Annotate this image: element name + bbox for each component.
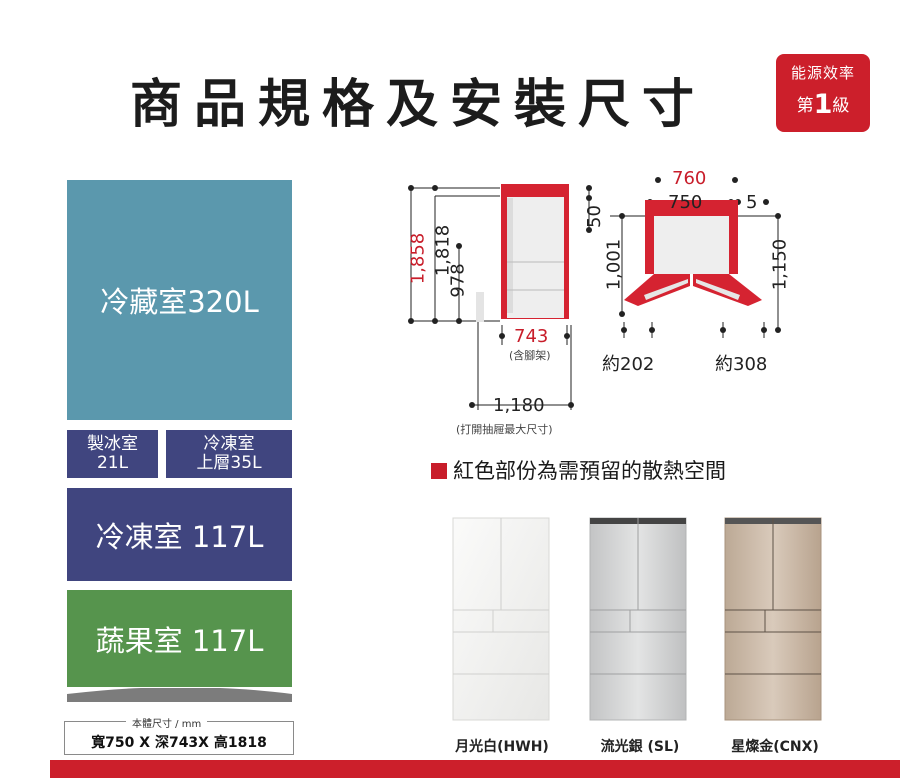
product-label-silver: 流光銀 (SL): [600, 739, 680, 755]
fridge-compartment: 冷藏室320L: [67, 180, 292, 420]
page-title: 商品規格及安裝尺寸: [130, 75, 707, 135]
heat-space-note: 紅色部份為需預留的散熱空間: [431, 455, 726, 485]
body-size-label: 本體尺寸 / mm: [126, 715, 208, 730]
freezer-compartment: 冷凍室 117L: [67, 488, 292, 581]
side-depth-note: (含腳架): [509, 349, 551, 362]
side-open-depth: 1,180: [493, 395, 545, 416]
product-label-white: 月光白(HWH): [455, 739, 549, 755]
vegetable-compartment: 蔬果室 117L: [67, 590, 292, 687]
red-square-icon: [431, 463, 447, 479]
side-height-door: 978: [447, 263, 469, 298]
energy-badge-grade: 第1級: [796, 89, 850, 120]
product-silver-fridge: [589, 517, 687, 721]
ice-compartment: 製冰室 21L: [67, 430, 158, 478]
top-right-door: 約308: [715, 354, 768, 375]
top-side-gap: 5: [746, 192, 758, 213]
top-width-total: 760: [672, 168, 707, 189]
top-depth-open: 1,150: [769, 238, 791, 291]
top-view-fridge: [624, 200, 762, 306]
product-white-fridge: [452, 517, 550, 721]
footer-bar: [50, 760, 900, 778]
product-gold-fridge: [724, 517, 822, 721]
body-size-value: 寬750 X 深743X 高1818: [91, 735, 267, 751]
side-depth: 743: [514, 326, 549, 347]
upper-freezer-compartment: 冷凍室 上層35L: [166, 430, 292, 478]
fridge-base-shape: [67, 688, 292, 702]
top-left-door: 約202: [602, 354, 655, 375]
side-top-gap: 50: [583, 205, 605, 228]
top-depth-closed: 1,001: [603, 238, 625, 291]
product-images: [452, 517, 822, 721]
product-label-gold: 星燦金(CNX): [731, 739, 819, 755]
dimension-diagram: [408, 177, 781, 410]
energy-efficiency-badge: 能源效率 第1級: [776, 54, 870, 132]
side-open-depth-note: (打開抽屜最大尺寸): [456, 423, 553, 436]
top-width-body: 750: [668, 192, 703, 213]
side-view-fridge: [476, 184, 569, 322]
energy-badge-label: 能源效率: [790, 64, 855, 82]
